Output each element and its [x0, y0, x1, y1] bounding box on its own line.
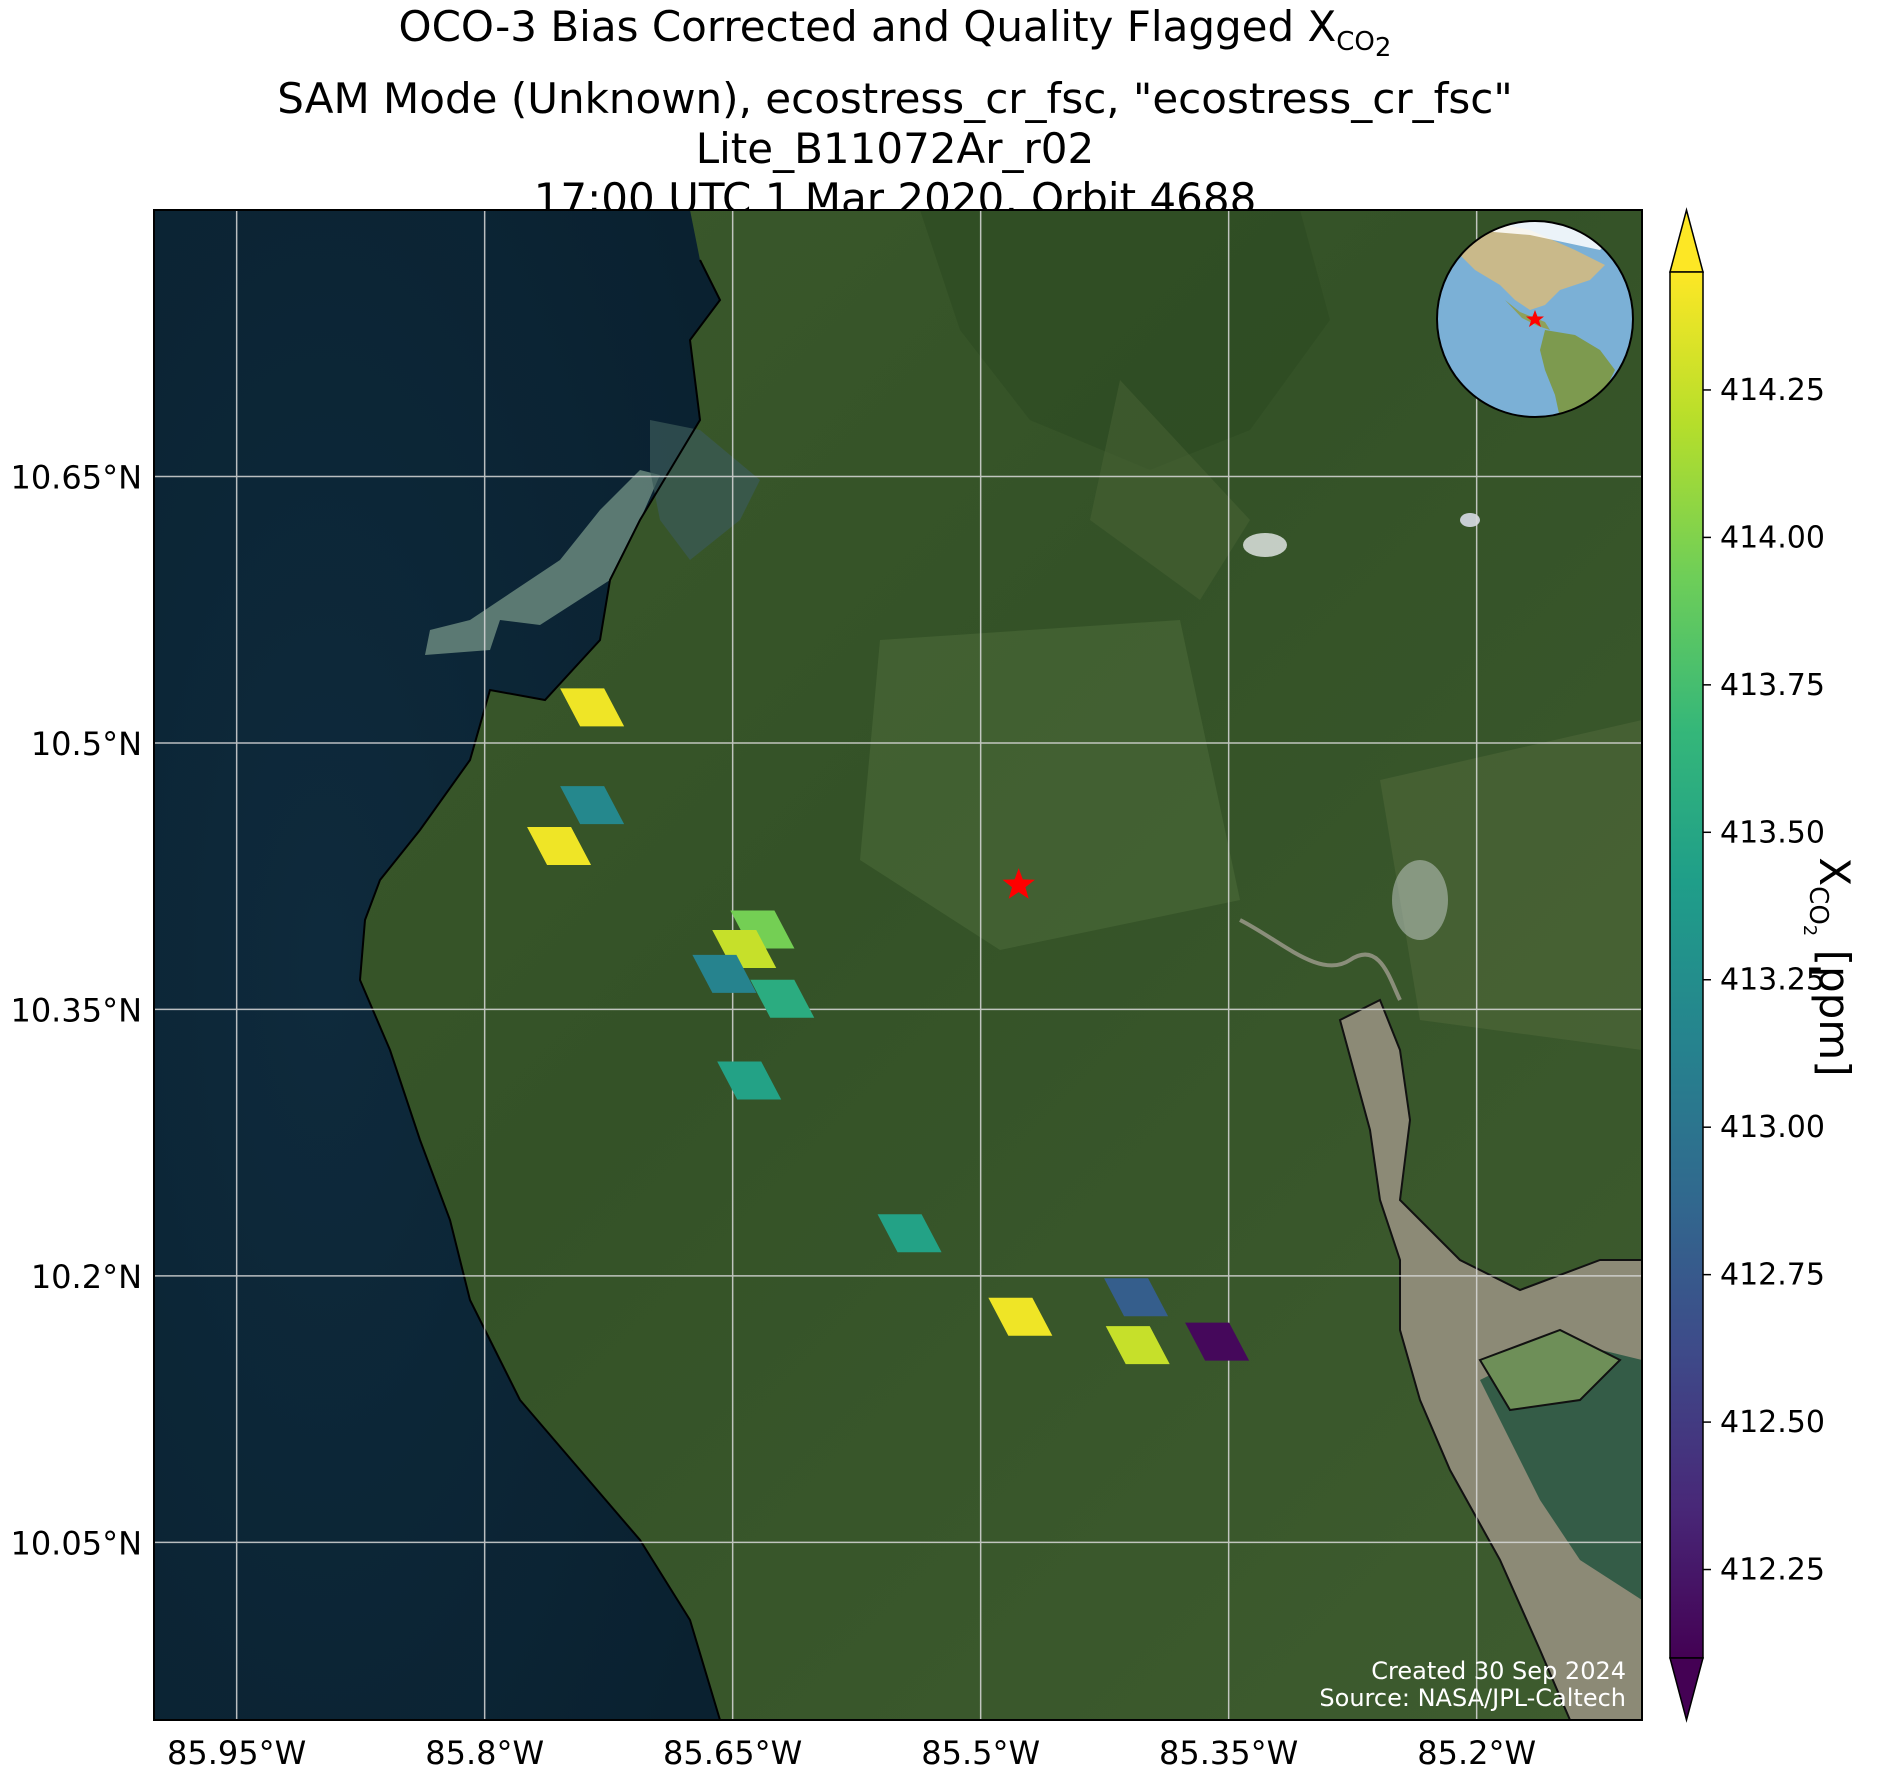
map-frame — [153, 209, 1643, 1721]
colorbar-label: XCO2 [ppm] — [1799, 857, 1859, 1076]
latitude-tick-label: 10.05°N — [10, 1524, 142, 1562]
colorbar-tick-label: 413.00 — [1720, 1110, 1825, 1145]
colorbar-tick-label: 412.50 — [1720, 1405, 1825, 1440]
longitude-tick-label: 85.2°W — [1417, 1734, 1536, 1770]
xco2-sounding — [750, 979, 815, 1018]
xco2-soundings — [527, 688, 1250, 1365]
colorbar-tick-label: 413.25 — [1720, 963, 1825, 998]
latitude-tick-labels: 10.65°N 10.5°N 10.35°N 10.2°N 10.05°N — [10, 458, 142, 1562]
xco2-sounding — [692, 954, 757, 993]
xco2-sounding — [1105, 1326, 1170, 1365]
globe-location-star-icon — [1526, 310, 1544, 327]
credit-source: Source: NASA/JPL-Caltech — [1319, 1684, 1626, 1712]
longitude-tick-label: 85.35°W — [1159, 1734, 1298, 1770]
xco2-sounding — [877, 1214, 942, 1253]
xco2-sounding — [560, 688, 625, 727]
xco2-sounding — [560, 786, 625, 825]
latitude-tick-label: 10.2°N — [31, 1258, 142, 1296]
latitude-tick-label: 10.5°N — [31, 725, 142, 763]
longitude-tick-label: 85.5°W — [921, 1734, 1040, 1770]
xco2-sounding — [717, 1061, 782, 1100]
colorbar-tick-label: 412.75 — [1720, 1258, 1825, 1293]
title-line-3: Lite_B11072Ar_r02 — [695, 123, 1095, 173]
title-line-2: SAM Mode (Unknown), ecostress_cr_fsc, "e… — [277, 73, 1513, 123]
longitude-tick-labels: 85.95°W 85.8°W 85.65°W 85.5°W 85.35°W 85.2°W — [167, 1734, 1536, 1770]
target-star-icon — [1002, 868, 1035, 899]
title-line-1: OCO-3 Bias Corrected and Quality Flagged… — [398, 2, 1392, 64]
longitude-tick-label: 85.65°W — [663, 1734, 802, 1770]
colorbar-tick-label: 414.00 — [1720, 520, 1825, 555]
longitude-tick-label: 85.8°W — [425, 1734, 544, 1770]
colorbar-extend-top — [1669, 207, 1704, 273]
xco2-sounding — [1104, 1278, 1169, 1317]
credit-created: Created 30 Sep 2024 — [1371, 1657, 1626, 1685]
latitude-tick-label: 10.65°N — [10, 458, 142, 496]
colorbar: 412.25 412.50 412.75 413.00 413.25 413.50 413.… — [1669, 207, 1859, 1723]
xco2-sounding — [988, 1297, 1053, 1336]
latitude-tick-label: 10.35°N — [10, 991, 142, 1029]
longitude-tick-label: 85.95°W — [167, 1734, 306, 1770]
colorbar-tick-label: 412.25 — [1720, 1553, 1825, 1588]
colorbar-extend-bottom — [1669, 1657, 1704, 1723]
satellite-basemap — [154, 210, 1642, 1720]
xco2-sounding — [527, 826, 592, 865]
inset-globe — [1436, 220, 1634, 418]
colorbar-tick-label: 413.75 — [1720, 668, 1825, 703]
colorbar-tick-label: 413.50 — [1720, 815, 1825, 850]
colorbar-tick-label: 414.25 — [1720, 373, 1825, 408]
colorbar-body — [1669, 271, 1704, 1659]
colorbar-ticks: 412.25 412.50 412.75 413.00 413.25 413.50 413.… — [1703, 373, 1825, 1588]
north-america — [1440, 221, 1605, 310]
xco2-sounding — [1185, 1322, 1250, 1361]
